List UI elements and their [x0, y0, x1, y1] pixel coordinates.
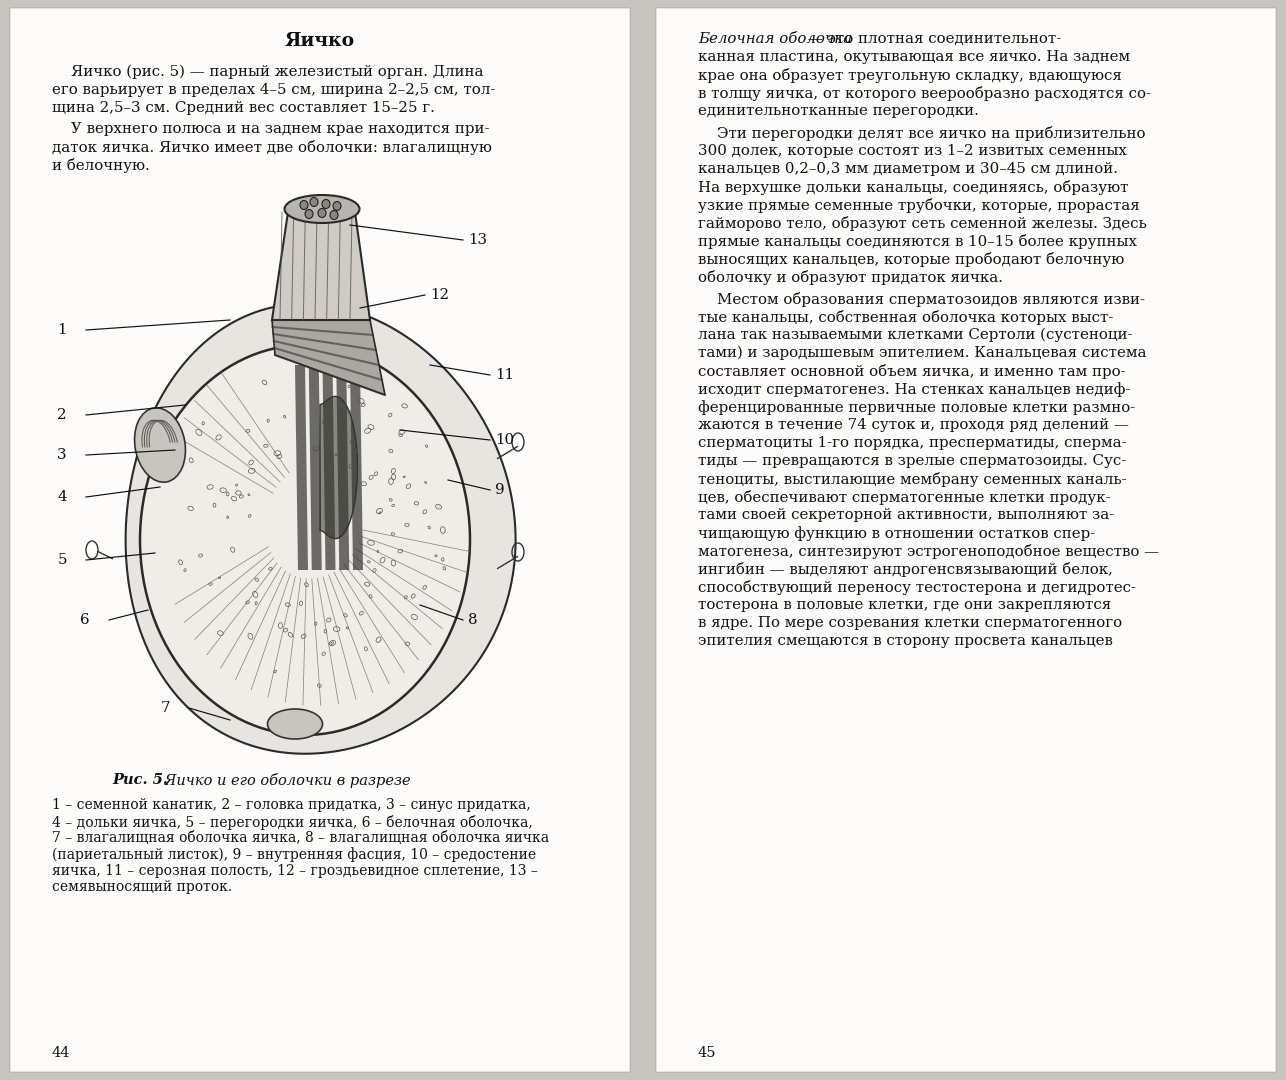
Text: в ядре. По мере созревания клетки сперматогенного: в ядре. По мере созревания клетки сперма… [698, 616, 1123, 630]
Polygon shape [126, 303, 516, 754]
Text: прямые канальцы соединяются в 10–15 более крупных: прямые канальцы соединяются в 10–15 боле… [698, 234, 1137, 249]
Text: 4 – дольки яичка, 5 – перегородки яичка, 6 – белочная оболочка,: 4 – дольки яичка, 5 – перегородки яичка,… [51, 814, 532, 829]
Text: в толщу яичка, от которого веерообразно расходятся со-: в толщу яичка, от которого веерообразно … [698, 86, 1151, 102]
Text: 3: 3 [58, 448, 67, 462]
Polygon shape [350, 365, 363, 570]
Text: оболочку и образуют придаток яичка.: оболочку и образуют придаток яичка. [698, 270, 1003, 285]
Text: канальцев 0,2–0,3 мм диаметром и 30–45 см длиной.: канальцев 0,2–0,3 мм диаметром и 30–45 с… [698, 162, 1118, 176]
Text: узкие прямые семенные трубочки, которые, прорастая: узкие прямые семенные трубочки, которые,… [698, 198, 1139, 213]
Text: даток яичка. Яичко имеет две оболочки: влагалищную: даток яичка. Яичко имеет две оболочки: в… [51, 140, 491, 156]
Text: 1: 1 [58, 323, 67, 337]
Text: Рис. 5.: Рис. 5. [112, 773, 168, 787]
Text: 4: 4 [58, 490, 67, 504]
Text: — это плотная соединительнот-: — это плотная соединительнот- [804, 32, 1062, 46]
Text: 45: 45 [698, 1047, 716, 1059]
Text: жаются в течение 74 суток и, проходя ряд делений —: жаются в течение 74 суток и, проходя ряд… [698, 418, 1129, 432]
Text: тостерона в половые клетки, где они закрепляются: тостерона в половые клетки, где они закр… [698, 598, 1111, 612]
Polygon shape [273, 212, 370, 320]
Text: семявыносящий проток.: семявыносящий проток. [51, 880, 233, 894]
Text: 7: 7 [161, 701, 170, 715]
Text: выносящих канальцев, которые прободают белочную: выносящих канальцев, которые прободают б… [698, 252, 1124, 267]
Polygon shape [323, 365, 336, 570]
Text: Яичко и его оболочки в разрезе: Яичко и его оболочки в разрезе [159, 773, 410, 788]
Text: 5: 5 [58, 553, 67, 567]
Text: 6: 6 [80, 613, 90, 627]
Polygon shape [320, 396, 358, 539]
Text: и белочную.: и белочную. [51, 158, 149, 173]
Ellipse shape [310, 198, 318, 206]
Ellipse shape [284, 195, 360, 222]
Text: Местом образования сперматозоидов являются изви-: Местом образования сперматозоидов являют… [698, 292, 1145, 307]
Text: 2: 2 [58, 408, 67, 422]
Text: матогенеза, синтезируют эстрогеноподобное вещество —: матогенеза, синтезируют эстрогеноподобно… [698, 544, 1159, 559]
Text: канная пластина, окутывающая все яичко. На заднем: канная пластина, окутывающая все яичко. … [698, 50, 1130, 64]
Ellipse shape [331, 211, 338, 219]
FancyArrowPatch shape [498, 446, 518, 459]
Text: лана так называемыми клетками Сертоли (сустеноци-: лана так называемыми клетками Сертоли (с… [698, 328, 1133, 342]
Text: яичка, 11 – серозная полость, 12 – гроздьевидное сплетение, 13 –: яичка, 11 – серозная полость, 12 – грозд… [51, 864, 538, 878]
Text: На верхушке дольки канальцы, соединяясь, образуют: На верхушке дольки канальцы, соединяясь,… [698, 180, 1129, 195]
Text: щина 2,5–3 см. Средний вес составляет 15–25 г.: щина 2,5–3 см. Средний вес составляет 15… [51, 102, 435, 114]
Text: 8: 8 [468, 613, 477, 627]
Text: цев, обеспечивают сперматогенные клетки продук-: цев, обеспечивают сперматогенные клетки … [698, 490, 1111, 505]
Ellipse shape [300, 201, 309, 210]
Text: 1 – семенной канатик, 2 – головка придатка, 3 – синус придатка,: 1 – семенной канатик, 2 – головка придат… [51, 798, 531, 812]
Text: 9: 9 [495, 483, 504, 497]
Text: ингибин — выделяют андрогенсвязывающий белок,: ингибин — выделяют андрогенсвязывающий б… [698, 562, 1112, 577]
Bar [10, 8, 630, 1072]
Ellipse shape [322, 200, 331, 208]
Text: Эти перегородки делят все яичко на приблизительно: Эти перегородки делят все яичко на прибл… [698, 126, 1146, 141]
Bar [656, 8, 1276, 1072]
Polygon shape [273, 320, 385, 395]
Text: Белочная оболочка: Белочная оболочка [698, 32, 853, 46]
Text: его варьирует в пределах 4–5 см, ширина 2–2,5 см, тол-: его варьирует в пределах 4–5 см, ширина … [51, 83, 495, 97]
Polygon shape [309, 365, 322, 570]
Text: Яичко (рис. 5) — парный железистый орган. Длина: Яичко (рис. 5) — парный железистый орган… [51, 65, 484, 80]
Text: ференцированные первичные половые клетки размно-: ференцированные первичные половые клетки… [698, 400, 1136, 415]
Text: сперматоциты 1-го порядка, пресперматиды, сперма-: сперматоциты 1-го порядка, пресперматиды… [698, 436, 1127, 450]
Text: 12: 12 [430, 288, 449, 302]
Text: Яичко: Яичко [285, 32, 355, 50]
Text: тиды — превращаются в зрелые сперматозоиды. Сус-: тиды — превращаются в зрелые сперматозои… [698, 454, 1127, 468]
Text: тами своей секреторной активности, выполняют за-: тами своей секреторной активности, выпол… [698, 508, 1114, 522]
Text: единительнотканные перегородки.: единительнотканные перегородки. [698, 104, 979, 118]
FancyArrowPatch shape [98, 551, 112, 558]
Text: тые канальцы, собственная оболочка которых выст-: тые канальцы, собственная оболочка котор… [698, 310, 1114, 325]
Text: 10: 10 [495, 433, 514, 447]
Text: исходит сперматогенез. На стенках канальцев недиф-: исходит сперматогенез. На стенках каналь… [698, 382, 1130, 396]
Ellipse shape [140, 345, 469, 735]
Text: 7 – влагалищная оболочка яичка, 8 – влагалищная оболочка яичка: 7 – влагалищная оболочка яичка, 8 – влаг… [51, 831, 549, 845]
FancyArrowPatch shape [498, 556, 518, 568]
Ellipse shape [305, 210, 312, 218]
Ellipse shape [318, 208, 325, 217]
Text: способствующий переносу тестостерона и дегидротес-: способствующий переносу тестостерона и д… [698, 580, 1136, 595]
Text: гайморово тело, образуют сеть семенной железы. Здесь: гайморово тело, образуют сеть семенной ж… [698, 216, 1147, 231]
Polygon shape [294, 365, 309, 570]
Text: крае она образует треугольную складку, вдающуюся: крае она образует треугольную складку, в… [698, 68, 1121, 83]
Ellipse shape [333, 202, 341, 211]
Text: У верхнего полюса и на заднем крае находится при-: У верхнего полюса и на заднем крае наход… [51, 122, 490, 136]
Text: эпителия смещаются в сторону просвета канальцев: эпителия смещаются в сторону просвета ка… [698, 634, 1112, 648]
Text: 44: 44 [51, 1047, 71, 1059]
Text: теноциты, выстилающие мембрану семенных каналь-: теноциты, выстилающие мембрану семенных … [698, 472, 1127, 487]
Ellipse shape [267, 708, 323, 739]
Text: 300 долек, которые состоят из 1–2 извитых семенных: 300 долек, которые состоят из 1–2 извиты… [698, 144, 1127, 158]
Text: чищающую функцию в отношении остатков спер-: чищающую функцию в отношении остатков сп… [698, 526, 1096, 541]
Text: 13: 13 [468, 233, 487, 247]
Polygon shape [336, 365, 350, 570]
Text: (париетальный листок), 9 – внутренняя фасция, 10 – средостение: (париетальный листок), 9 – внутренняя фа… [51, 848, 536, 862]
Text: составляет основной объем яичка, и именно там про-: составляет основной объем яичка, и именн… [698, 364, 1125, 379]
Text: тами) и зародышевым эпителием. Канальцевая система: тами) и зародышевым эпителием. Канальцев… [698, 346, 1147, 361]
Ellipse shape [135, 408, 185, 482]
Text: 11: 11 [495, 368, 514, 382]
